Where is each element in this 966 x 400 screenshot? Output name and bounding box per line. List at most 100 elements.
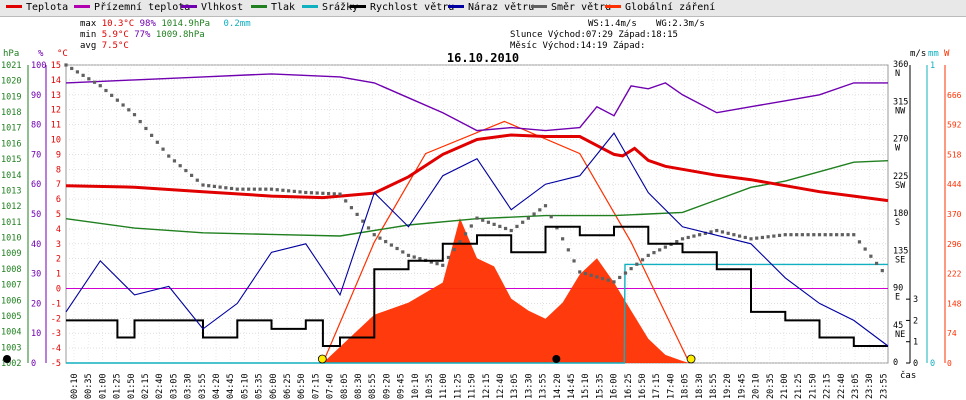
moonrise-marker [552,355,561,363]
mm-tick: 0 [930,359,935,369]
wind-direction-point [138,119,142,124]
wind-direction-point [389,243,393,247]
legend-item-5: Srážky [302,0,358,16]
wind-direction-point [264,187,268,191]
humidity-line [65,73,888,132]
mm-tick: 1 [930,61,935,71]
direction-tick: 90 [893,284,903,294]
wind-direction-point [298,190,302,194]
wind-direction-point [863,247,867,251]
wind-direction-point [652,251,656,255]
direction-compass: SW [895,181,906,191]
wind-direction-point [195,178,199,182]
x-tick-label: 19:45 [737,373,747,399]
wind-direction-point [172,159,177,163]
stat-min-temp: 5.9°C [101,30,129,40]
x-tick-label: 16:00 [610,373,620,399]
sunset-marker [686,354,696,364]
wind-direction-point [326,191,331,196]
axis-title-mm: mm [928,49,939,59]
x-tick-label: 03:30 [184,373,194,399]
legend-swatch [302,4,318,8]
wind-direction-point [218,185,222,189]
hpa-tick: 1015 [1,155,21,165]
radiation-area [322,218,690,363]
wind-direction-point [395,246,399,251]
legend-swatch [74,4,90,8]
direction-compass: W [895,144,901,154]
wind-direction-point [800,233,804,237]
axes-layer: 00:10 00:35 01:00 01:25 01:50 02:15 02:40 03:05… [1,49,962,399]
x-axis-label: čas [900,370,916,381]
legend-label: Rychlost větru [370,2,455,13]
legend-swatch [350,4,366,8]
wind-direction-point [281,188,285,192]
stat-avg-temp: 7.5°C [101,41,129,51]
wind-direction-point [304,190,308,195]
legend-swatch [531,4,547,8]
wind-direction-point [144,126,148,131]
wind-direction-point [92,80,97,84]
celsius-tick: -3 [51,329,61,339]
celsius-tick: 9 [56,150,61,160]
wind-direction-point [378,236,382,240]
wind-direction-point [463,232,468,236]
wind-direction-point [538,208,542,212]
hpa-tick: 1013 [1,186,21,196]
celsius-tick: -5 [51,359,61,369]
stat-max-hum: 98% [139,19,156,29]
axis-title-percent: % [38,49,44,59]
hpa-tick: 1007 [1,281,21,291]
wind-direction-point [817,233,822,237]
wind-direction-point [207,184,211,188]
legend-item-8: Směr větru [531,0,611,16]
wind-direction-point [287,189,291,193]
wind-direction-point [64,63,68,67]
direction-tick: 135 [893,246,908,256]
wind-direction-point [829,233,833,237]
direction-compass: N [895,69,900,79]
x-tick-label: 04:20 [212,373,222,399]
x-tick-label: 05:35 [255,373,265,399]
celsius-tick: 10 [51,136,61,146]
stat-max-label: max [80,19,97,29]
stat-avg-label: avg [80,41,97,51]
w-tick: 148 [947,299,962,308]
wind-direction-point [583,272,588,276]
celsius-tick: 12 [51,106,61,116]
ms-tick: 0 [913,359,918,369]
direction-compass: NE [895,330,905,340]
celsius-tick: 11 [51,121,61,131]
percent-tick: 60 [31,180,41,190]
wind-direction-point [121,103,125,107]
temperature-line [65,133,889,203]
stat-ws: WS:1.4m/s [588,19,637,29]
wind-direction-point [515,224,519,229]
rain-line [66,263,888,364]
wind-direction-point [252,187,256,191]
legend-label: Vlhkost [201,2,244,13]
wind-direction-point [675,239,679,244]
wind-direction-point [749,237,753,241]
x-tick-label: 15:10 [581,373,591,399]
sunrise-marker [317,354,327,364]
wind-direction-point [812,233,816,237]
x-tick-label: 02:15 [141,373,151,399]
wind-direction-point [98,84,102,88]
legend-swatch [448,4,464,8]
wind-direction-point [184,168,188,173]
w-tick: 592 [947,121,962,130]
wind-direction-point [640,258,645,262]
hpa-tick: 1018 [1,108,21,118]
celsius-tick: 0 [56,285,61,295]
stat-min-hum: 77% [134,30,151,40]
wind-direction-point [406,253,411,257]
direction-tick: 270 [893,135,908,145]
wind-direction-point [869,254,873,258]
stat-min-label: min [80,30,97,40]
x-tick-label: 11:50 [468,373,478,399]
series-layer [64,63,889,364]
wind-direction-point [503,226,508,231]
wind-direction-point [486,220,491,224]
wind-direction-point [874,261,879,265]
